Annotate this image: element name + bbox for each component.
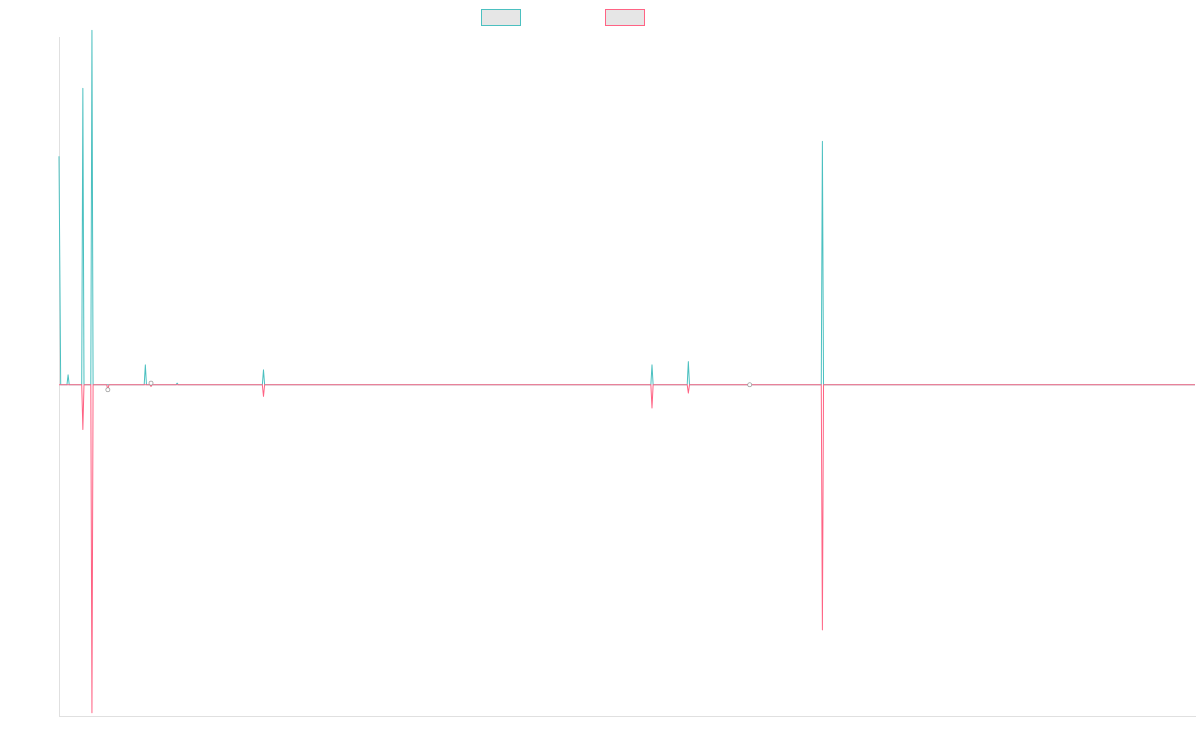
data-point-marker-3 <box>105 387 111 393</box>
chart-legend <box>481 9 645 26</box>
chart-axes <box>59 37 1196 717</box>
data-point-marker-1 <box>148 380 154 386</box>
data-point-marker-2 <box>747 382 753 388</box>
series-layer <box>58 29 1195 714</box>
legend-swatch-2[interactable] <box>605 9 645 26</box>
legend-swatch-1[interactable] <box>481 9 521 26</box>
series-line-1 <box>58 29 1195 386</box>
series-line-2 <box>59 384 1195 714</box>
